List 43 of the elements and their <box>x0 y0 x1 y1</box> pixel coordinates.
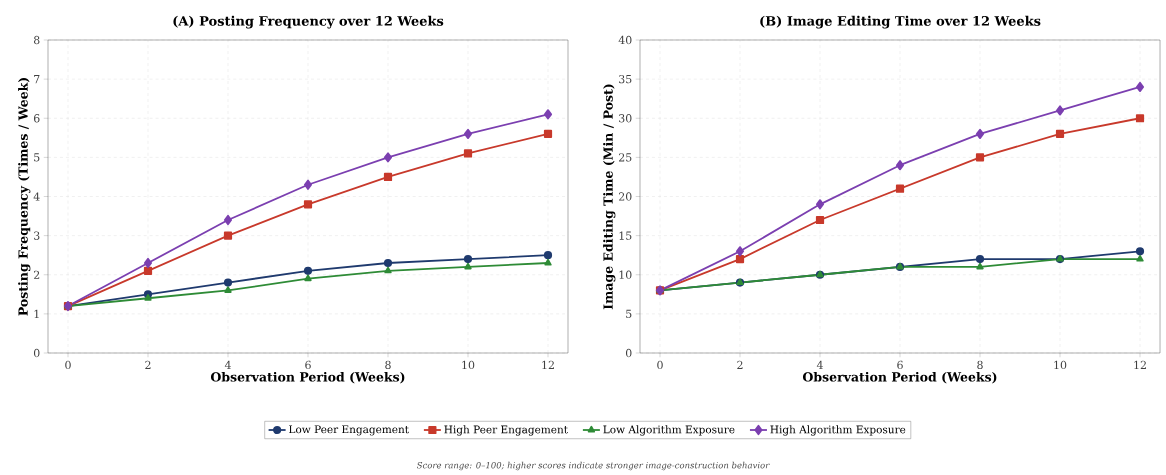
y-tick-label: 35 <box>619 74 632 84</box>
x-tick-label: 6 <box>897 360 903 370</box>
chart-title: (A) Posting Frequency over 12 Weeks <box>173 15 444 29</box>
y-tick-label: 5 <box>34 153 40 162</box>
y-tick-label: 3 <box>34 231 40 240</box>
x-tick-label: 0 <box>65 360 71 370</box>
x-tick-label: 10 <box>1054 360 1067 370</box>
x-tick-label: 4 <box>224 360 231 369</box>
y-tick-label: 8 <box>33 35 40 45</box>
y-tick-label: 20 <box>618 192 632 201</box>
x-axis-title: Observation Period (Weeks) <box>802 371 997 384</box>
x-tick-label: 2 <box>145 360 151 369</box>
x-tick-label: 12 <box>1134 360 1146 369</box>
x-tick-label: 4 <box>816 360 823 369</box>
y-tick-label: 6 <box>33 114 40 123</box>
text: Score range: 0–100; higher scores indicate stronger image-construction behavior <box>416 461 770 471</box>
y-tick-label: 40 <box>618 35 632 45</box>
legend-label: High Peer Engagement <box>444 425 568 436</box>
y-tick-label: 4 <box>33 192 40 201</box>
legend-label: Low Peer Engagement <box>289 425 409 436</box>
y-tick-label: 15 <box>619 231 632 240</box>
x-tick-label: 10 <box>462 360 475 370</box>
y-tick-label: 25 <box>618 153 632 162</box>
y-axis-title: Posting Frequency (Times / Week) <box>18 78 31 316</box>
y-axis-title: Image Editing Time (Min / Post) <box>603 84 616 310</box>
legend-label: Low Algorithm Exposure <box>603 425 735 436</box>
x-tick-label: 8 <box>385 360 391 370</box>
x-tick-label: 6 <box>305 360 311 370</box>
legend-label: High Algorithm Exposure <box>770 425 906 436</box>
chart-title: (B) Image Editing Time over 12 Weeks <box>760 15 1041 29</box>
x-tick-label: 0 <box>657 360 663 370</box>
x-tick-label: 2 <box>737 360 743 369</box>
y-tick-label: 30 <box>619 114 632 123</box>
y-tick-label: 0 <box>625 348 632 358</box>
x-tick-label: 12 <box>542 360 554 369</box>
y-tick-label: 2 <box>33 270 40 279</box>
y-tick-label: 5 <box>626 309 632 318</box>
x-tick-label: 8 <box>977 360 983 370</box>
y-tick-label: 7 <box>34 75 40 84</box>
y-tick-label: 0 <box>33 348 40 358</box>
y-tick-label: 1 <box>34 309 39 318</box>
y-tick-label: 10 <box>619 270 632 279</box>
x-axis-title: Observation Period (Weeks) <box>210 371 405 384</box>
